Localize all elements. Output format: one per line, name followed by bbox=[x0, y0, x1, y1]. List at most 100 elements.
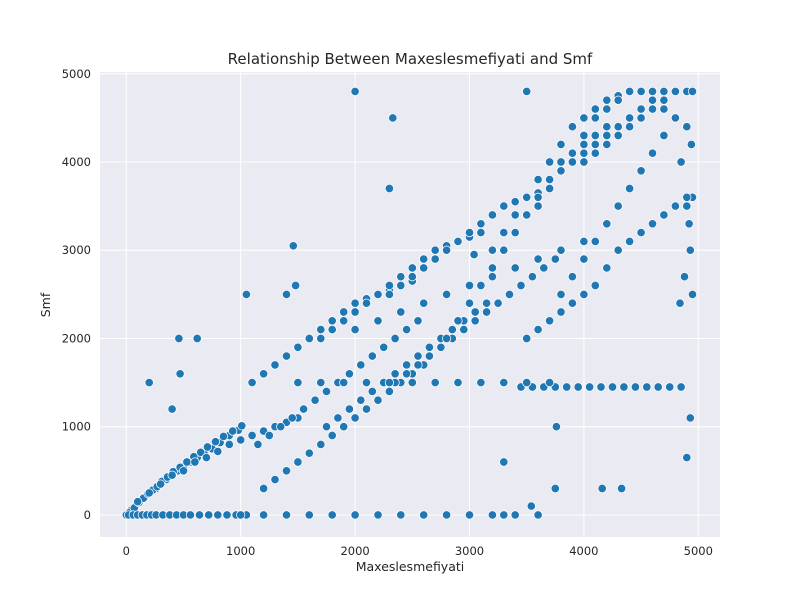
data-point bbox=[510, 263, 520, 273]
data-point bbox=[686, 139, 696, 149]
data-point bbox=[647, 104, 658, 114]
data-point bbox=[224, 439, 234, 449]
data-point bbox=[402, 325, 412, 335]
data-point bbox=[613, 130, 623, 141]
data-point bbox=[201, 453, 211, 463]
data-point bbox=[556, 157, 566, 167]
data-point bbox=[384, 289, 394, 299]
data-point bbox=[236, 510, 246, 520]
x-tick-label: 5000 bbox=[684, 544, 713, 558]
data-point bbox=[685, 413, 695, 423]
data-point bbox=[419, 298, 429, 308]
data-point bbox=[185, 510, 195, 520]
data-point bbox=[407, 263, 417, 273]
data-point bbox=[281, 466, 292, 476]
data-point bbox=[247, 378, 257, 388]
data-point bbox=[504, 289, 515, 299]
data-point bbox=[597, 483, 607, 494]
data-point bbox=[567, 157, 577, 167]
data-point bbox=[682, 122, 692, 132]
data-point bbox=[384, 386, 394, 396]
data-point bbox=[630, 382, 640, 392]
data-point bbox=[413, 316, 423, 326]
data-point bbox=[396, 280, 406, 291]
data-points bbox=[121, 86, 698, 520]
plot-background bbox=[100, 72, 720, 537]
data-point bbox=[670, 201, 680, 211]
data-point bbox=[590, 148, 600, 158]
y-tick-label: 3000 bbox=[62, 243, 91, 257]
data-point bbox=[579, 157, 589, 167]
data-point bbox=[419, 263, 429, 273]
data-point bbox=[310, 395, 320, 405]
data-point bbox=[436, 342, 446, 352]
data-point bbox=[396, 307, 406, 317]
data-point bbox=[281, 510, 292, 520]
data-point bbox=[556, 139, 566, 149]
data-point bbox=[247, 430, 257, 441]
data-point bbox=[402, 369, 412, 379]
data-point bbox=[192, 333, 202, 344]
data-point bbox=[361, 298, 372, 308]
data-point bbox=[327, 510, 337, 520]
data-point bbox=[602, 95, 612, 105]
data-point bbox=[144, 378, 154, 388]
data-point bbox=[625, 122, 635, 132]
data-point bbox=[567, 272, 577, 282]
data-point bbox=[210, 437, 221, 447]
data-point bbox=[424, 342, 434, 352]
data-point bbox=[510, 210, 520, 220]
data-point bbox=[350, 413, 360, 423]
data-point bbox=[339, 422, 349, 432]
data-point bbox=[487, 245, 497, 255]
data-point bbox=[344, 369, 354, 379]
data-point bbox=[533, 201, 543, 211]
data-point bbox=[687, 86, 698, 96]
data-point bbox=[602, 263, 612, 273]
data-point bbox=[253, 439, 263, 449]
data-point bbox=[218, 431, 229, 441]
data-point bbox=[213, 446, 223, 456]
data-point bbox=[522, 333, 532, 344]
data-point bbox=[617, 483, 627, 494]
data-point bbox=[482, 298, 492, 308]
data-point bbox=[499, 510, 509, 520]
data-point bbox=[299, 404, 309, 414]
data-point bbox=[675, 298, 685, 308]
data-point bbox=[585, 382, 595, 392]
data-point bbox=[396, 272, 406, 282]
data-point bbox=[550, 483, 560, 494]
data-point bbox=[339, 378, 349, 388]
x-tick-label: 0 bbox=[123, 544, 130, 558]
data-point bbox=[350, 298, 360, 308]
data-point bbox=[476, 228, 486, 238]
data-point bbox=[459, 325, 469, 335]
data-point bbox=[167, 404, 177, 414]
data-point bbox=[407, 272, 417, 282]
data-point bbox=[419, 254, 429, 264]
y-tick-label: 1000 bbox=[62, 420, 91, 434]
data-point bbox=[350, 510, 360, 520]
data-point bbox=[464, 228, 475, 238]
data-point bbox=[327, 430, 337, 441]
data-point bbox=[567, 148, 577, 158]
y-tick-label: 4000 bbox=[62, 155, 91, 169]
data-point bbox=[613, 95, 623, 105]
data-point bbox=[304, 333, 314, 344]
data-point bbox=[175, 369, 185, 379]
data-point bbox=[556, 307, 566, 317]
data-point bbox=[194, 510, 205, 520]
data-point bbox=[533, 510, 543, 520]
data-point bbox=[659, 86, 669, 96]
data-point bbox=[685, 245, 695, 255]
data-point bbox=[682, 201, 692, 211]
data-point bbox=[339, 316, 349, 326]
data-point bbox=[659, 210, 669, 220]
data-point bbox=[190, 457, 200, 467]
data-point bbox=[573, 382, 583, 392]
data-point bbox=[316, 378, 326, 388]
data-point bbox=[590, 280, 600, 291]
data-point bbox=[144, 488, 154, 498]
data-point bbox=[499, 457, 509, 467]
